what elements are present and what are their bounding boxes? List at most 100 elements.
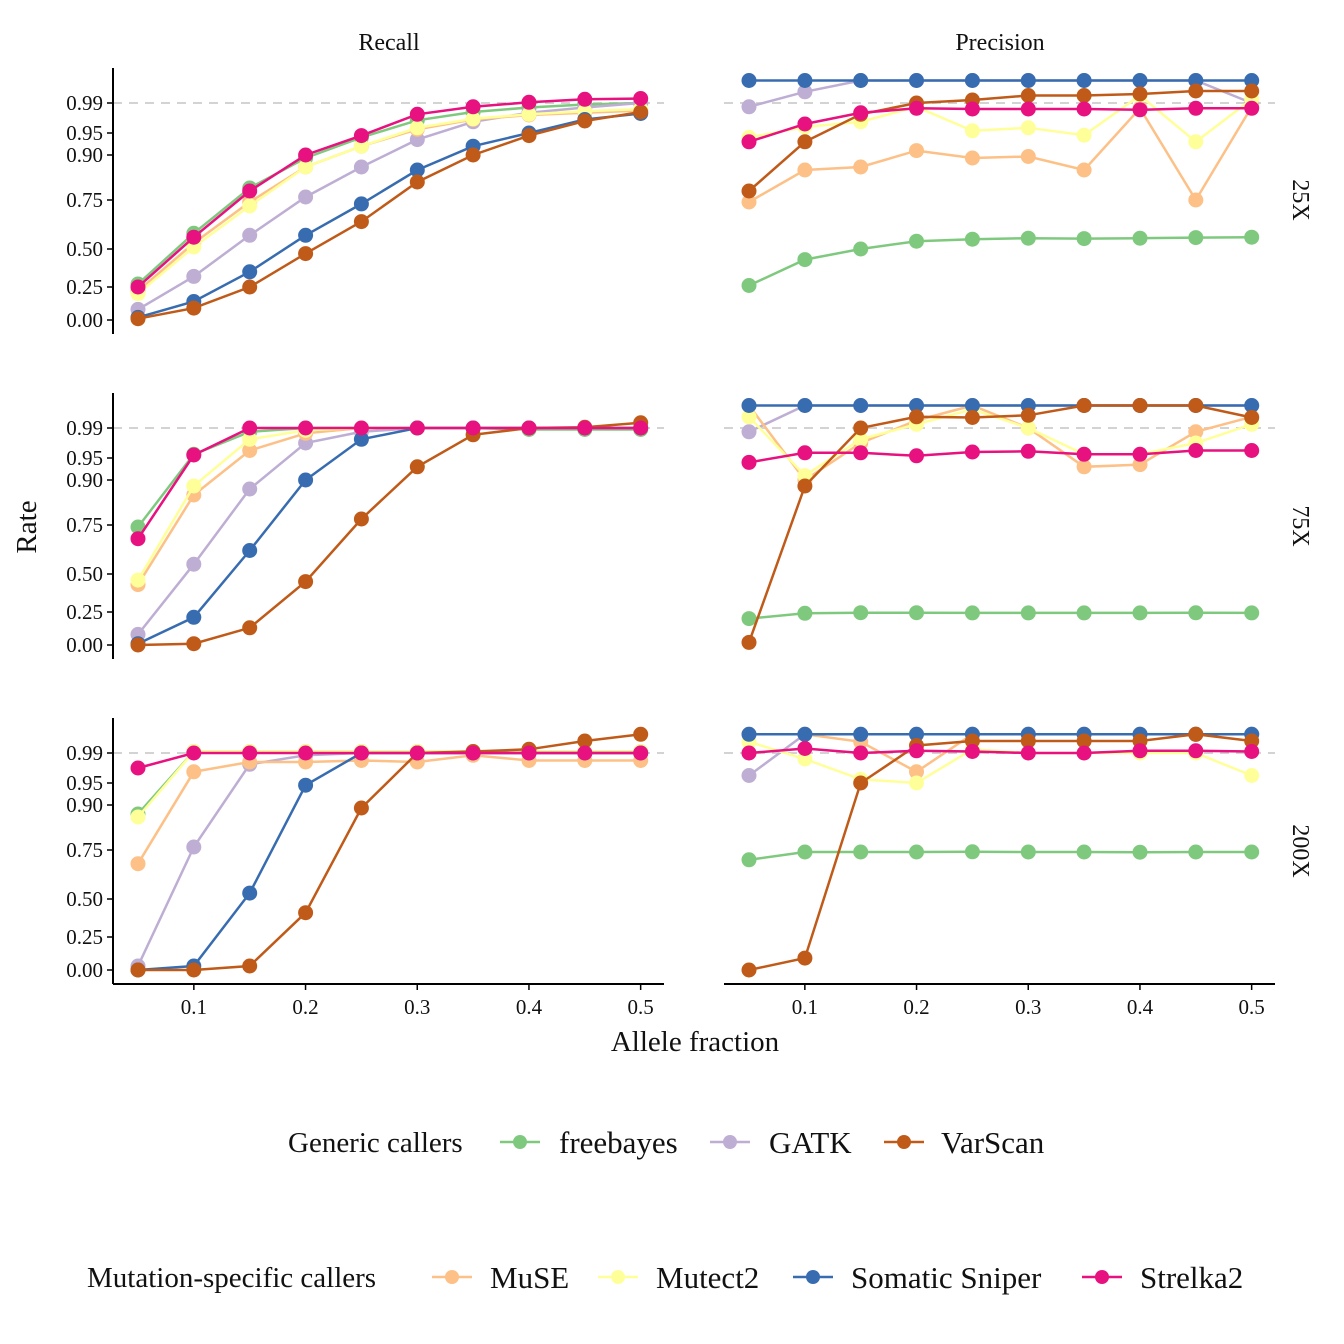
point-muse-200x-recall-1 [186, 764, 201, 779]
point-strelka2-25x-recall-6 [466, 99, 481, 114]
point-freebayes-200x-precision-6 [1077, 845, 1092, 860]
point-somatic-sniper-200x-precision-2 [853, 727, 868, 742]
point-freebayes-25x-precision-4 [965, 232, 980, 247]
point-freebayes-25x-precision-1 [797, 252, 812, 267]
point-varscan-200x-precision-2 [853, 776, 868, 791]
x-tick-label-200x-precision-2: 0.3 [1015, 995, 1041, 1019]
point-strelka2-200x-recall-4 [354, 746, 369, 761]
point-strelka2-25x-precision-6 [1077, 102, 1092, 117]
y-tick-label-200x-recall-5: 0.95 [66, 771, 103, 795]
point-somatic-sniper-25x-precision-6 [1077, 73, 1092, 88]
point-varscan-200x-precision-8 [1188, 727, 1203, 742]
point-somatic-sniper-200x-precision-1 [797, 727, 812, 742]
point-varscan-75x-precision-9 [1244, 410, 1259, 425]
point-somatic-sniper-75x-precision-0 [742, 398, 757, 413]
point-strelka2-200x-recall-9 [633, 746, 648, 761]
point-strelka2-25x-recall-3 [298, 148, 313, 163]
point-varscan-75x-recall-0 [131, 638, 146, 653]
y-axis-title: Rate [11, 500, 43, 553]
y-tick-label-200x-recall-6: 0.99 [66, 741, 103, 765]
point-varscan-75x-precision-7 [1133, 398, 1148, 413]
point-varscan-25x-recall-8 [577, 114, 592, 129]
point-strelka2-200x-recall-0 [131, 761, 146, 776]
point-freebayes-75x-precision-8 [1188, 605, 1203, 620]
y-tick-label-200x-recall-4: 0.90 [66, 793, 103, 817]
point-varscan-200x-recall-1 [186, 963, 201, 978]
point-strelka2-25x-precision-5 [1021, 102, 1036, 117]
point-mutect2-75x-recall-1 [186, 479, 201, 494]
point-strelka2-200x-recall-3 [298, 746, 313, 761]
point-somatic-sniper-25x-precision-5 [1021, 73, 1036, 88]
point-strelka2-25x-precision-0 [742, 134, 757, 149]
x-tick-label-200x-recall-2: 0.3 [404, 995, 430, 1019]
point-somatic-sniper-25x-precision-7 [1133, 73, 1148, 88]
x-tick-label-200x-recall-4: 0.5 [628, 995, 654, 1019]
strip-label-200x: 200X [1287, 824, 1313, 877]
y-tick-label-25x-recall-2: 0.50 [66, 237, 103, 261]
y-tick-label-200x-recall-1: 0.25 [66, 925, 103, 949]
legend-label-muse: MuSE [490, 1260, 569, 1295]
point-gatk-25x-recall-2 [242, 228, 257, 243]
point-strelka2-200x-precision-1 [797, 741, 812, 756]
point-varscan-25x-recall-4 [354, 214, 369, 229]
strip-label-75x: 75X [1287, 505, 1313, 546]
point-varscan-75x-precision-8 [1188, 398, 1203, 413]
point-strelka2-25x-precision-4 [965, 102, 980, 117]
point-somatic-sniper-75x-recall-3 [298, 473, 313, 488]
point-mutect2-25x-precision-4 [965, 123, 980, 138]
point-varscan-75x-recall-2 [242, 620, 257, 635]
point-somatic-sniper-25x-precision-4 [965, 73, 980, 88]
y-tick-label-75x-recall-5: 0.95 [66, 446, 103, 470]
point-freebayes-75x-precision-3 [909, 605, 924, 620]
point-varscan-25x-recall-9 [633, 105, 648, 120]
point-varscan-200x-recall-2 [242, 959, 257, 974]
point-varscan-75x-precision-0 [742, 635, 757, 650]
y-tick-label-25x-recall-1: 0.25 [66, 275, 103, 299]
point-varscan-25x-precision-5 [1021, 88, 1036, 103]
point-strelka2-200x-precision-9 [1244, 744, 1259, 759]
point-varscan-200x-recall-3 [298, 905, 313, 920]
point-muse-200x-recall-0 [131, 856, 146, 871]
point-gatk-25x-recall-4 [354, 160, 369, 175]
point-freebayes-75x-precision-0 [742, 611, 757, 626]
point-somatic-sniper-75x-recall-2 [242, 543, 257, 558]
point-varscan-25x-precision-8 [1188, 84, 1203, 99]
strip-label-recall: Recall [358, 30, 420, 56]
point-varscan-75x-recall-5 [410, 459, 425, 474]
legend-point-varscan [897, 1135, 911, 1149]
point-varscan-25x-recall-3 [298, 246, 313, 261]
point-varscan-25x-precision-0 [742, 184, 757, 199]
point-freebayes-200x-precision-4 [965, 844, 980, 859]
point-varscan-200x-recall-0 [131, 963, 146, 978]
point-varscan-25x-recall-7 [522, 128, 537, 143]
point-varscan-75x-precision-5 [1021, 408, 1036, 423]
point-varscan-75x-precision-6 [1077, 398, 1092, 413]
point-mutect2-200x-precision-9 [1244, 768, 1259, 783]
point-somatic-sniper-25x-recall-2 [242, 264, 257, 279]
point-somatic-sniper-25x-precision-2 [853, 73, 868, 88]
point-varscan-75x-recall-3 [298, 574, 313, 589]
y-tick-label-25x-recall-6: 0.99 [66, 91, 103, 115]
legend-label-mutect2: Mutect2 [656, 1260, 759, 1295]
point-mutect2-200x-precision-3 [909, 776, 924, 791]
point-freebayes-200x-precision-3 [909, 845, 924, 860]
point-freebayes-200x-precision-9 [1244, 845, 1259, 860]
legend-label-strelka2: Strelka2 [1140, 1260, 1243, 1295]
point-strelka2-75x-recall-2 [242, 421, 257, 436]
point-strelka2-75x-recall-3 [298, 421, 313, 436]
point-mutect2-25x-precision-6 [1077, 128, 1092, 143]
point-strelka2-75x-precision-2 [853, 445, 868, 460]
point-strelka2-200x-precision-7 [1133, 743, 1148, 758]
point-varscan-75x-precision-4 [965, 410, 980, 425]
point-varscan-75x-precision-1 [797, 479, 812, 494]
point-somatic-sniper-25x-precision-3 [909, 73, 924, 88]
point-strelka2-25x-recall-0 [131, 280, 146, 295]
y-tick-label-75x-recall-6: 0.99 [66, 416, 103, 440]
point-freebayes-75x-precision-9 [1244, 605, 1259, 620]
legend-point-strelka2 [1095, 1270, 1109, 1284]
point-gatk-25x-recall-1 [186, 269, 201, 284]
legend-point-gatk [723, 1135, 737, 1149]
point-strelka2-200x-recall-6 [466, 746, 481, 761]
point-somatic-sniper-200x-precision-0 [742, 727, 757, 742]
